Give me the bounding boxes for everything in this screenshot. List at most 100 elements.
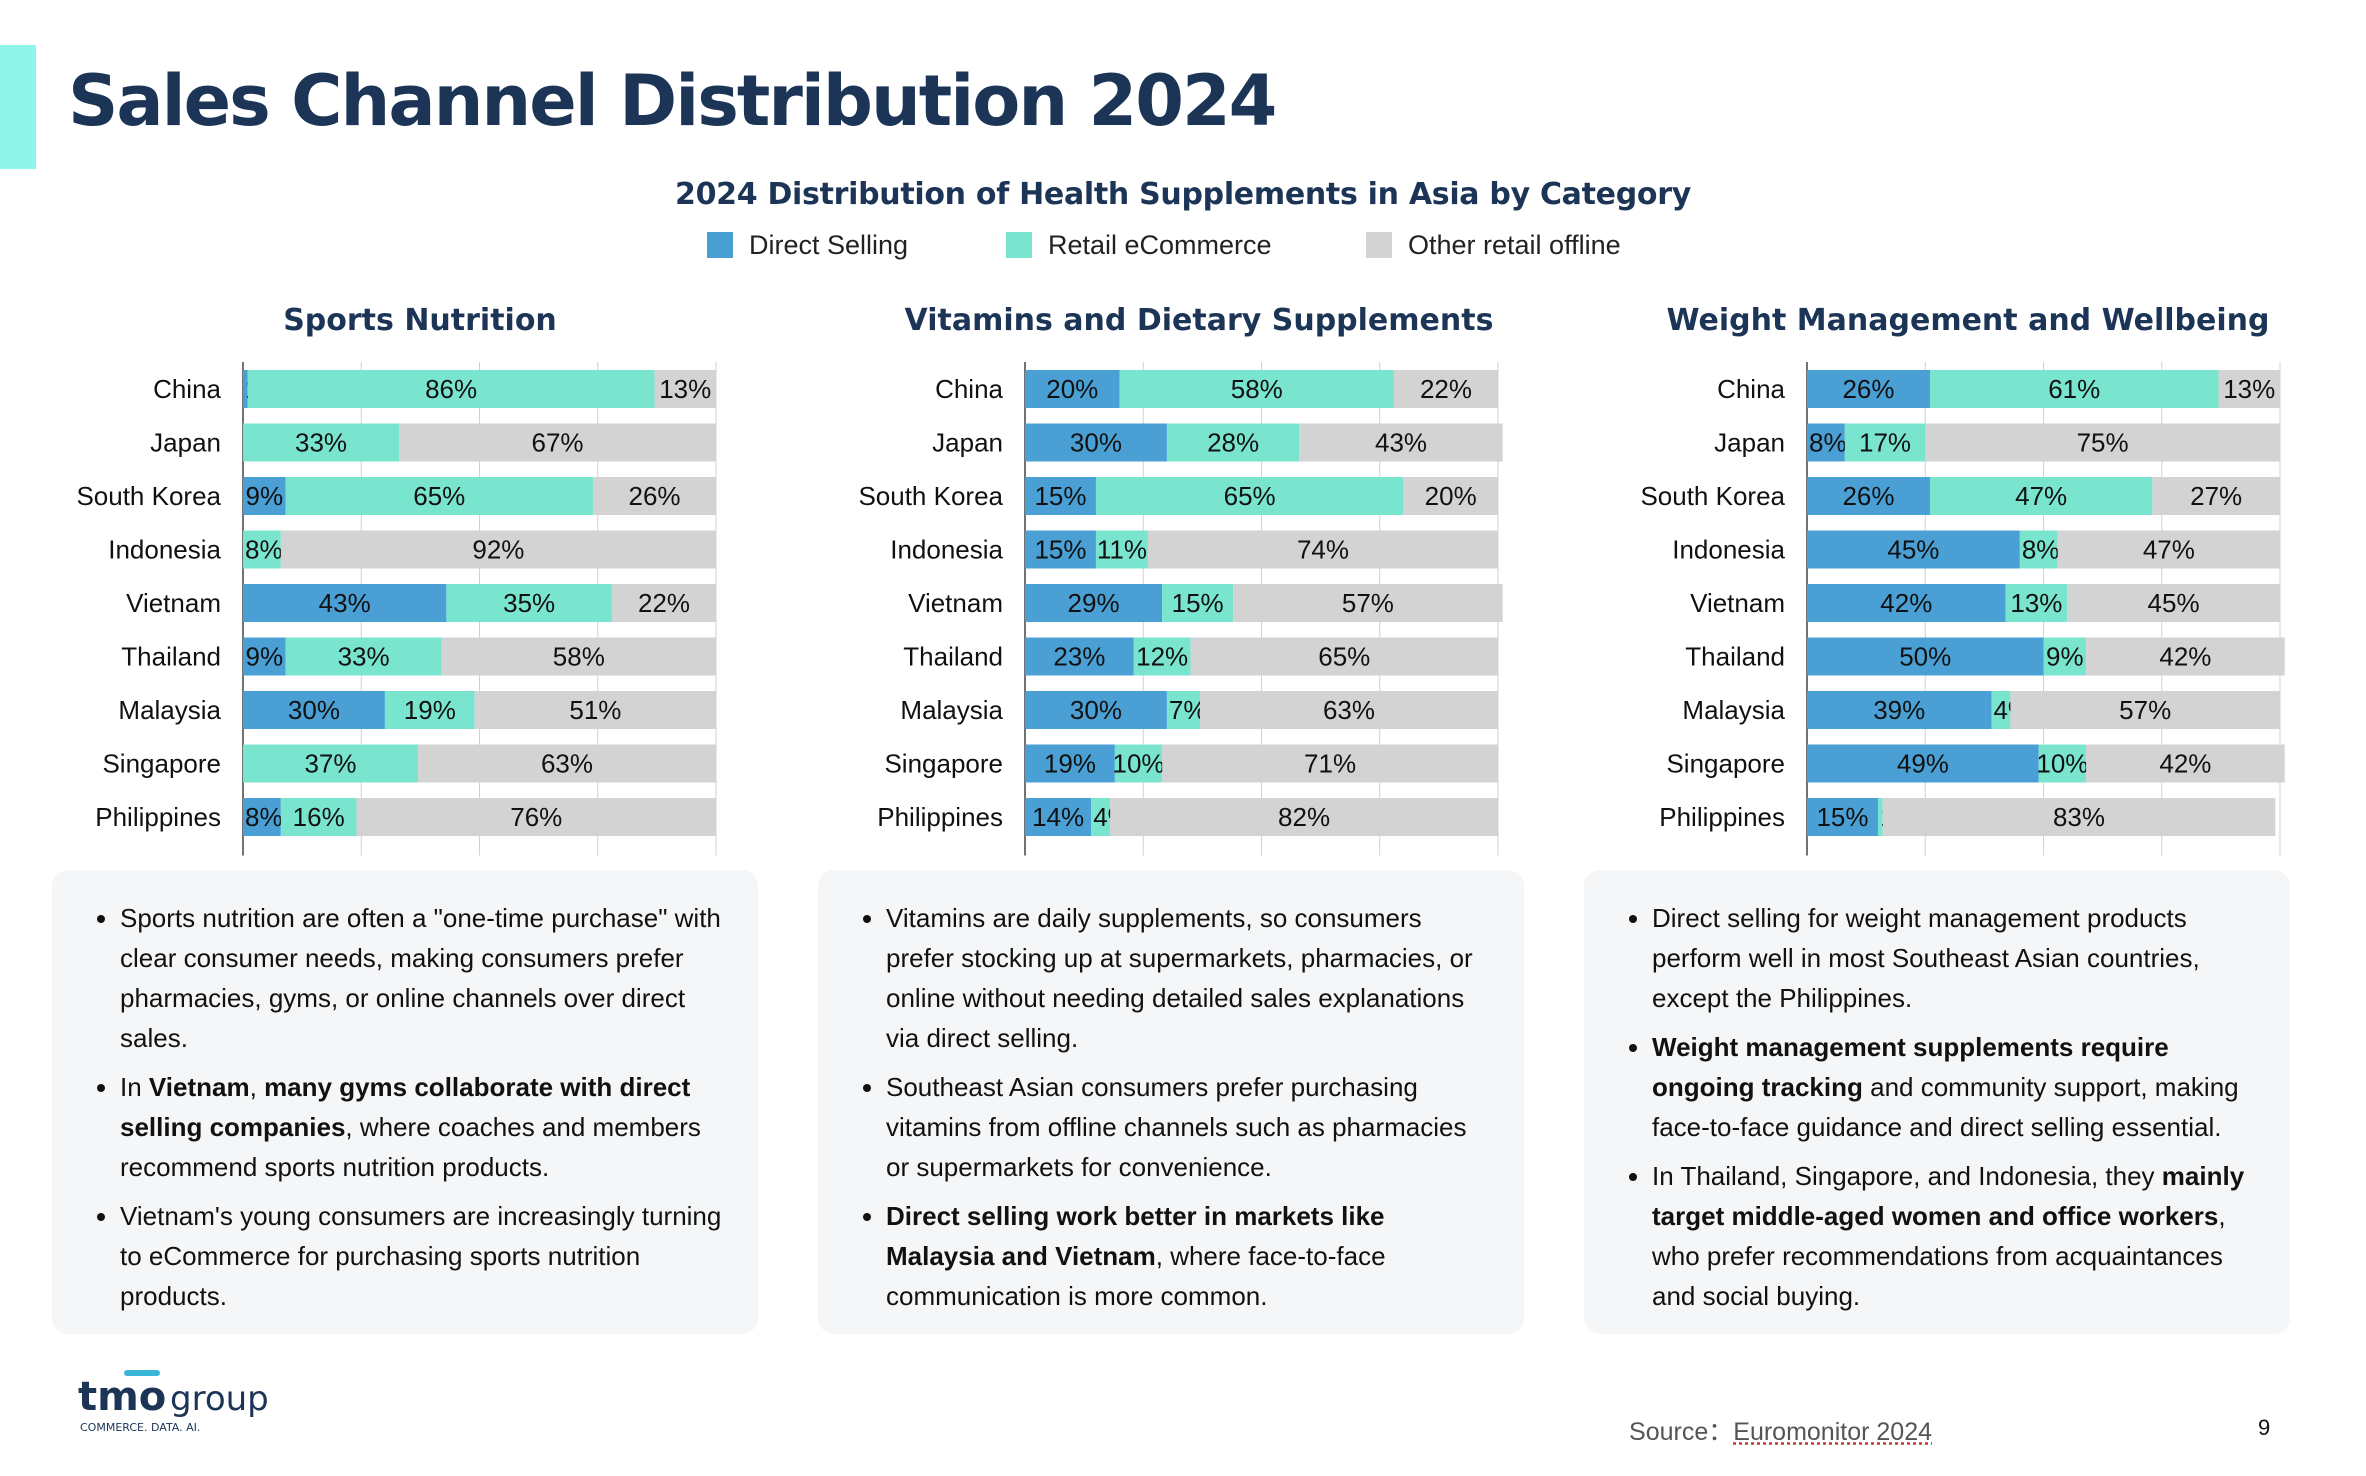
source-label: Source：	[1629, 1418, 1734, 1446]
bar-direct-selling-japan	[1807, 423, 1845, 462]
bar-retail-ecommerce-vietnam	[2005, 584, 2068, 622]
data-label: 42%	[2159, 749, 2211, 779]
bar-retail-ecommerce-indonesia	[243, 530, 281, 569]
legend-label-other-retail-offline: Other retail offline	[1408, 229, 1621, 260]
bar-retail-ecommerce-vietnam	[1162, 584, 1234, 622]
bar-direct-selling-thailand	[1025, 637, 1134, 676]
bar-other-retail-offline-malaysia	[2010, 691, 2280, 729]
bar-retail-ecommerce-china	[1119, 370, 1394, 408]
bar-retail-ecommerce-philippines	[1877, 798, 1883, 836]
data-label: 65%	[1224, 481, 1276, 511]
bar-retail-ecommerce-indonesia	[1095, 530, 1148, 569]
legend-swatch-other-retail-offline	[1366, 232, 1392, 258]
data-label: 23%	[1053, 642, 1105, 672]
data-label: 50%	[1899, 642, 1951, 672]
bar-direct-selling-thailand	[1807, 637, 2044, 676]
data-label: 47%	[2015, 481, 2067, 511]
data-label: 20%	[1046, 374, 1098, 404]
insight-list: Sports nutrition are often a "one-time p…	[92, 898, 730, 1316]
data-label: 9%	[245, 481, 283, 511]
bar-retail-ecommerce-china	[1929, 370, 2219, 408]
y-tick-label-singapore: Singapore	[102, 749, 221, 779]
bar-other-retail-offline-japan	[1925, 423, 2280, 462]
data-label: 12%	[1136, 642, 1188, 672]
legend-item-retail-ecommerce: Retail eCommerce	[1006, 228, 1272, 262]
data-label: 65%	[1318, 642, 1370, 672]
bar-other-retail-offline-thailand	[2086, 637, 2285, 676]
insight-item: Vitamins are daily supplements, so consu…	[886, 898, 1496, 1058]
y-tick-label-philippines: Philippines	[877, 802, 1003, 832]
legend-swatch-retail-ecommerce	[1006, 232, 1032, 258]
data-label: 58%	[553, 642, 605, 672]
logo-group-word: group	[170, 1379, 269, 1419]
data-label: 86%	[425, 374, 477, 404]
legend-label-retail-ecommerce: Retail eCommerce	[1048, 229, 1272, 260]
y-tick-label-singapore: Singapore	[884, 749, 1003, 779]
logo-word: tmo	[78, 1374, 166, 1420]
data-label: 47%	[2143, 535, 2195, 565]
y-tick-label-south-korea: South Korea	[858, 481, 1003, 511]
bar-direct-selling-vietnam	[243, 584, 447, 622]
bar-direct-selling-vietnam	[1807, 584, 2006, 622]
bar-other-retail-offline-philippines	[1110, 798, 1498, 836]
y-tick-label-japan: Japan	[1714, 428, 1785, 458]
data-label: 33%	[295, 428, 347, 458]
data-label: 15%	[1172, 588, 1224, 618]
y-tick-label-vietnam: Vietnam	[126, 588, 221, 618]
data-label: 27%	[2190, 481, 2242, 511]
data-label: 8%	[245, 802, 283, 832]
chart-legend: Direct Selling Retail eCommerce Other re…	[0, 228, 2366, 262]
legend-swatch-direct-selling	[707, 232, 733, 258]
bar-other-retail-offline-china	[654, 370, 716, 408]
data-label: 14%	[1032, 802, 1084, 832]
y-tick-label-vietnam: Vietnam	[908, 588, 1003, 618]
data-label: 22%	[638, 588, 690, 618]
y-tick-label-philippines: Philippines	[1659, 802, 1785, 832]
data-label: 13%	[2010, 588, 2062, 618]
bar-retail-ecommerce-south-korea	[285, 477, 594, 515]
bar-retail-ecommerce-malaysia	[1991, 691, 2011, 729]
logo-accent-mark	[124, 1370, 160, 1376]
data-label: 43%	[319, 588, 371, 618]
data-label: 9%	[245, 642, 283, 672]
bar-retail-ecommerce-malaysia	[384, 691, 475, 729]
chart-main-title: 2024 Distribution of Health Supplements …	[675, 177, 1691, 212]
bar-direct-selling-philippines	[1807, 798, 1878, 836]
tmo-group-logo: tmo group COMMERCE. DATA. AI.	[78, 1370, 269, 1434]
data-label: 63%	[541, 749, 593, 779]
bar-other-retail-offline-philippines	[1882, 798, 2276, 836]
y-tick-label-japan: Japan	[932, 428, 1003, 458]
legend-item-other-retail-offline: Other retail offline	[1366, 228, 1621, 262]
bar-retail-ecommerce-malaysia	[1166, 691, 1201, 729]
bar-retail-ecommerce-vietnam	[446, 584, 612, 622]
bar-other-retail-offline-china	[1393, 370, 1498, 408]
y-tick-label-philippines: Philippines	[95, 802, 221, 832]
bar-direct-selling-thailand	[243, 637, 286, 676]
bar-direct-selling-philippines	[243, 798, 281, 836]
data-label: 15%	[1816, 802, 1868, 832]
data-label: 57%	[2119, 695, 2171, 725]
insight-item: Southeast Asian consumers prefer purchas…	[886, 1067, 1496, 1187]
data-label: 26%	[1842, 374, 1894, 404]
data-label: 45%	[2148, 588, 2200, 618]
data-label: 9%	[2046, 642, 2084, 672]
data-label: 22%	[1420, 374, 1472, 404]
data-label: 92%	[472, 535, 524, 565]
bar-retail-ecommerce-thailand	[2043, 637, 2087, 676]
data-label: 45%	[1887, 535, 1939, 565]
data-label: 61%	[2048, 374, 2100, 404]
bar-direct-selling-china	[1025, 370, 1120, 408]
bar-retail-ecommerce-singapore	[243, 744, 419, 783]
chart-title-weight-management-and-wellbeing: Weight Management and Wellbeing	[1667, 303, 2270, 338]
bar-direct-selling-china	[243, 370, 248, 408]
data-label: 13%	[659, 374, 711, 404]
bar-direct-selling-singapore	[1025, 744, 1115, 783]
y-tick-label-thailand: Thailand	[1685, 642, 1785, 672]
bar-direct-selling-south-korea	[1807, 477, 1930, 515]
y-tick-label-south-korea: South Korea	[76, 481, 221, 511]
data-label: 76%	[510, 802, 562, 832]
data-label: 17%	[1859, 428, 1911, 458]
data-label: 19%	[1044, 749, 1096, 779]
y-tick-label-malaysia: Malaysia	[900, 695, 1003, 725]
title-accent-bar	[0, 45, 36, 169]
